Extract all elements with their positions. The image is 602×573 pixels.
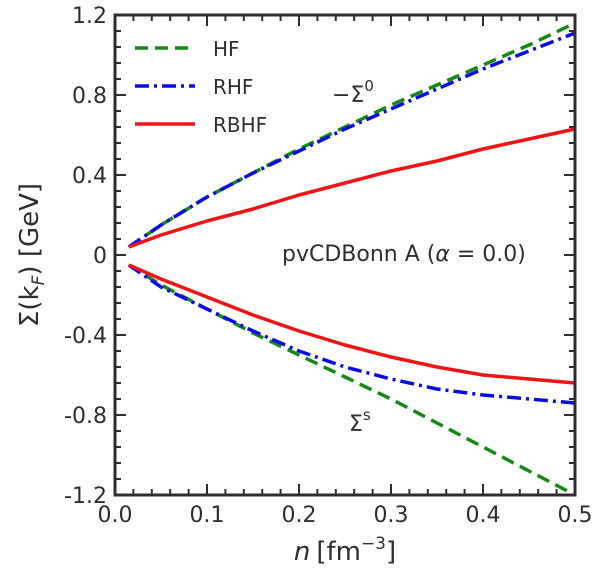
annotation-scalar-main: Σ — [349, 412, 363, 437]
y-tick-label: 0.8 — [72, 84, 107, 109]
x-tick-label: 0.4 — [466, 503, 501, 528]
x-tick-label: 0.1 — [190, 503, 225, 528]
plot-frame — [113, 13, 577, 497]
annotation-vector-main: −Σ — [332, 83, 364, 108]
annotation-model-post: = 0.0) — [450, 242, 526, 267]
y-tick-label: 0.4 — [72, 164, 107, 189]
y-axis-post: ) [GeV] — [15, 183, 45, 276]
series-line-rhf-vector — [127, 31, 576, 249]
legend-label-hf: HF — [213, 37, 240, 61]
y-tick-label: -1.2 — [64, 484, 107, 509]
x-tick-label: 0.3 — [374, 503, 409, 528]
annotation-scalar-sup: s — [363, 406, 371, 424]
series-layer — [127, 21, 576, 497]
y-axis-sub: F — [29, 275, 49, 285]
legend-label-rbhf: RBHF — [213, 113, 267, 137]
y-tick-label: -0.8 — [64, 404, 107, 429]
x-tick-label: 0.0 — [98, 503, 133, 528]
x-axis-unit: [fm — [316, 537, 361, 567]
series-line-rbhf-vector — [128, 127, 576, 249]
x-axis-close: ] — [386, 537, 396, 567]
series-line-hf-scalar — [127, 263, 576, 497]
annotation-vector: −Σ0 — [332, 77, 374, 108]
series-line-rbhf-scalar — [128, 263, 576, 385]
x-axis-exp: −3 — [361, 534, 386, 554]
x-tick-label: 0.5 — [558, 503, 593, 528]
y-axis-pre: Σ(k — [15, 285, 45, 327]
annotation-model-pre: pvCDBonn A ( — [282, 242, 435, 267]
series-line-hf-vector — [127, 21, 576, 249]
tick-labels: 0.0 0.1 0.2 0.3 0.4 0.5 -1.2 -0.8 -0.4 0 0.4 0.8 1.2 — [64, 4, 592, 528]
annotation-vector-sup: 0 — [364, 77, 374, 95]
y-axis-title: Σ(kF) [GeV] — [15, 183, 49, 327]
annotation-model: pvCDBonn A (α = 0.0) — [282, 242, 526, 267]
x-axis-title: n [fm−3] — [294, 534, 396, 567]
annotation-model-alpha: α — [435, 242, 450, 267]
y-tick-label: -0.4 — [64, 324, 107, 349]
x-axis-var: n — [294, 537, 310, 567]
y-tick-label: 0 — [93, 244, 107, 269]
y-tick-label: 1.2 — [72, 4, 107, 29]
legend-label-rhf: RHF — [213, 75, 253, 99]
legend: HF RHF RBHF — [135, 37, 267, 137]
series-line-rhf-scalar — [127, 263, 576, 405]
annotation-scalar: Σs — [349, 406, 371, 437]
x-tick-label: 0.2 — [282, 503, 317, 528]
